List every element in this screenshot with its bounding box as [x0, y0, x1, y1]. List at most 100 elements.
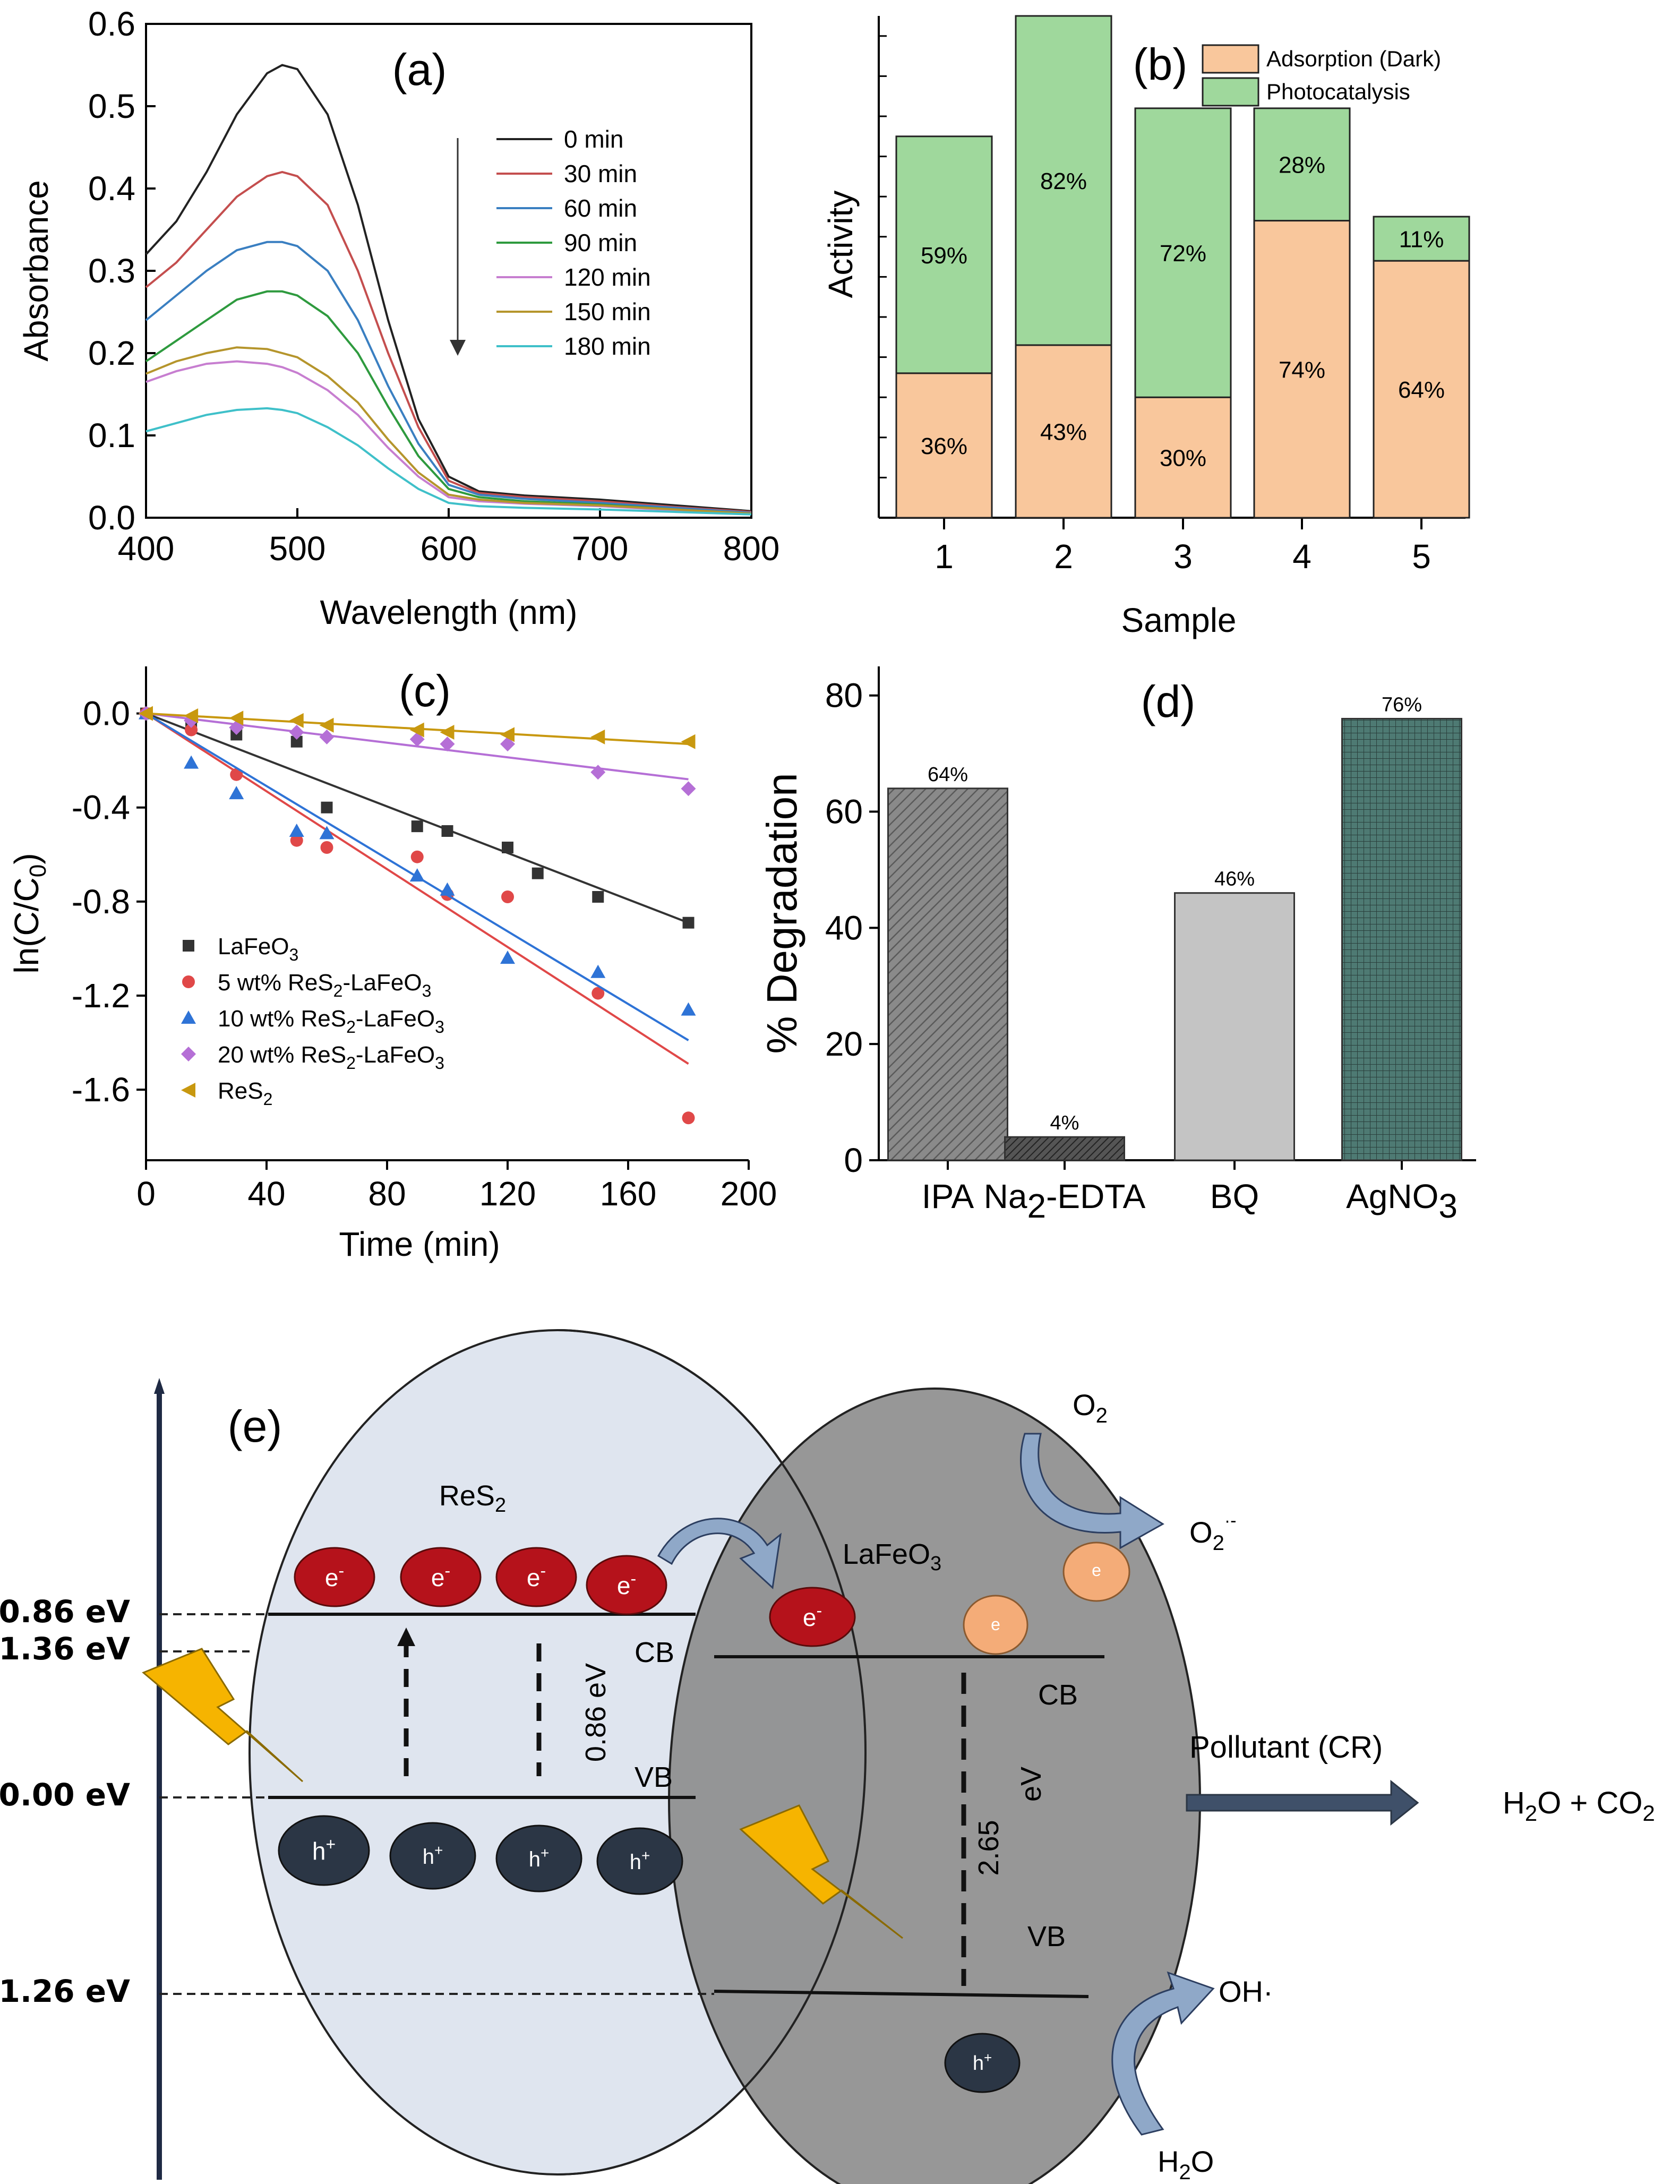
a-y-tick-label: 0.6: [88, 5, 135, 43]
degradation-bar: [1174, 892, 1295, 1161]
kinetics-data-point: [289, 725, 304, 740]
degradation-bar: [1341, 717, 1462, 1161]
c-x-tick-label: 200: [721, 1175, 777, 1213]
panel-c-legend: LaFeO3 5 wt% ReS2-LaFeO3 10 wt% ReS2-LaFeO…: [181, 933, 444, 1109]
activity-bar-label: 59%: [921, 243, 967, 269]
kinetics-data-point: [440, 736, 455, 752]
d-tick-bq: BQ: [1210, 1177, 1259, 1215]
panel-a-label: (a): [392, 45, 447, 95]
c-legend-marker: [182, 975, 195, 988]
kinetics-data-point: [229, 710, 244, 726]
c-legend-label: 20 wt% ReS2-LaFeO3: [218, 1042, 444, 1073]
kinetics-data-point: [139, 706, 153, 721]
activity-bar-segment: [1015, 344, 1112, 519]
panel-c-label: (c): [399, 666, 451, 716]
hole-icon: [278, 1815, 370, 1886]
panel-e-label: (e): [228, 1401, 282, 1451]
c-legend-label: ReS2: [218, 1078, 272, 1109]
a-x-tick-label: 500: [269, 529, 326, 568]
res2-cb-label: CB: [635, 1637, 674, 1668]
o2-reduction-arrow-icon: [1020, 1433, 1164, 1549]
kinetics-data-point: [409, 722, 424, 738]
kinetics-data-point: [230, 768, 243, 781]
a-y-tick-label: 0.1: [88, 416, 135, 455]
kinetics-data-point: [319, 729, 335, 744]
a-x-tick-label: 400: [118, 529, 175, 568]
electron-transfer-arrow-icon: [657, 1518, 782, 1590]
excitation-arrowhead: [397, 1628, 415, 1646]
pollutant-label: Pollutant (CR): [1189, 1730, 1383, 1765]
a-legend-label: 60 min: [564, 194, 637, 222]
panel-a-xlabel: Wavelength (nm): [320, 593, 578, 631]
kinetics-data-point: [289, 824, 304, 837]
c-y-tick-label: -0.4: [72, 789, 130, 827]
activity-bar-segment: [1015, 15, 1112, 346]
c-y-tick-label: 0.0: [83, 695, 130, 733]
panel-c-ylabel: ln(C/C0): [7, 853, 51, 973]
a-y-tick-label: 0.4: [88, 169, 135, 208]
electron-faded-icon: [963, 1595, 1028, 1655]
hole-symbol: h+: [973, 2050, 992, 2075]
a-legend-label: 150 min: [564, 298, 651, 326]
c-legend-label: 5 wt% ReS2-LaFeO3: [218, 970, 431, 1000]
degradation-bar-label: 64%: [928, 764, 968, 786]
activity-bar-label: 74%: [1279, 357, 1325, 383]
a-legend-label: 120 min: [564, 263, 651, 291]
kinetics-data-point: [185, 723, 198, 736]
panel-c-ticks: 0 40 80 120 160 200 0.0 -0.4 -0.8 -1.2 -1.6: [72, 695, 777, 1213]
d-y-tick-label: 80: [825, 676, 863, 715]
lafeo3-gap-number: 2.65: [973, 1820, 1005, 1875]
hole-icon: [495, 1825, 582, 1892]
hole-symbol: h+: [423, 1842, 443, 1869]
panel-c-series: [139, 706, 696, 1125]
hole-icon: [596, 1827, 683, 1895]
panel-b-ticks: 1 2 3 4 5: [879, 35, 1431, 576]
panel-b-xlabel: Sample: [1121, 601, 1237, 639]
b-x-tick-label: 5: [1412, 537, 1431, 576]
kinetics-data-point: [289, 713, 304, 728]
c-legend-marker: [183, 940, 194, 952]
electron-icon: [495, 1547, 577, 1607]
activity-bar-segment: [1373, 260, 1470, 519]
electron-icon: [769, 1587, 856, 1647]
b-x-tick-label: 1: [935, 537, 954, 576]
electron-icon: [586, 1555, 667, 1615]
electron-symbol: e: [1092, 1561, 1101, 1580]
level-label-1.26: 1.26 eV: [0, 1973, 130, 2009]
panel-c-kinetics-chart: 0 40 80 120 160 200 0.0 -0.4 -0.8 -1.2 -1.6 (c) La…: [7, 666, 777, 1263]
light-bolt-left-icon: [142, 1648, 304, 1783]
b-legend-label: Adsorption (Dark): [1266, 46, 1441, 71]
kinetics-data-point: [411, 820, 423, 833]
activity-bar-segment: [1373, 216, 1470, 262]
kinetics-data-point: [184, 755, 199, 769]
kinetics-data-point: [320, 841, 333, 854]
a-y-tick-label: 0.0: [88, 499, 135, 537]
kinetics-data-point: [290, 834, 303, 847]
panel-d-ticks: 0 20 40 60 80: [825, 676, 1403, 1179]
kinetics-data-point: [409, 868, 425, 882]
kinetics-data-point: [592, 891, 604, 903]
panel-b-ylabel: Activity: [821, 191, 860, 298]
degradation-bar: [887, 787, 1008, 1161]
activity-bar-label: 11%: [1399, 227, 1444, 253]
kinetics-fit-line: [145, 712, 689, 924]
hole-symbol: h+: [529, 1845, 550, 1871]
electron-symbol: e-: [803, 1601, 822, 1631]
a-legend-label: 0 min: [564, 125, 623, 153]
hydroxyl-label: OH·: [1219, 1975, 1273, 2008]
b-legend-label: Photocatalysis: [1266, 79, 1410, 104]
activity-bar-label: 30%: [1160, 446, 1206, 472]
energy-axis-arrowhead: [154, 1378, 165, 1394]
kinetics-data-point: [440, 882, 455, 896]
pollutant-arrow-icon: [1186, 1779, 1419, 1826]
kinetics-data-point: [440, 725, 455, 740]
res2-vb-label: VB: [635, 1761, 673, 1793]
b-legend-swatch: [1202, 77, 1259, 107]
b-legend-swatch: [1202, 44, 1259, 74]
d-y-tick-label: 60: [825, 793, 863, 831]
panel-d-bars: 64% 4% 46% 76%: [887, 693, 1462, 1161]
absorbance-series-line: [145, 346, 752, 515]
h2o-oxidation-arrow-icon: [1111, 1971, 1215, 2136]
